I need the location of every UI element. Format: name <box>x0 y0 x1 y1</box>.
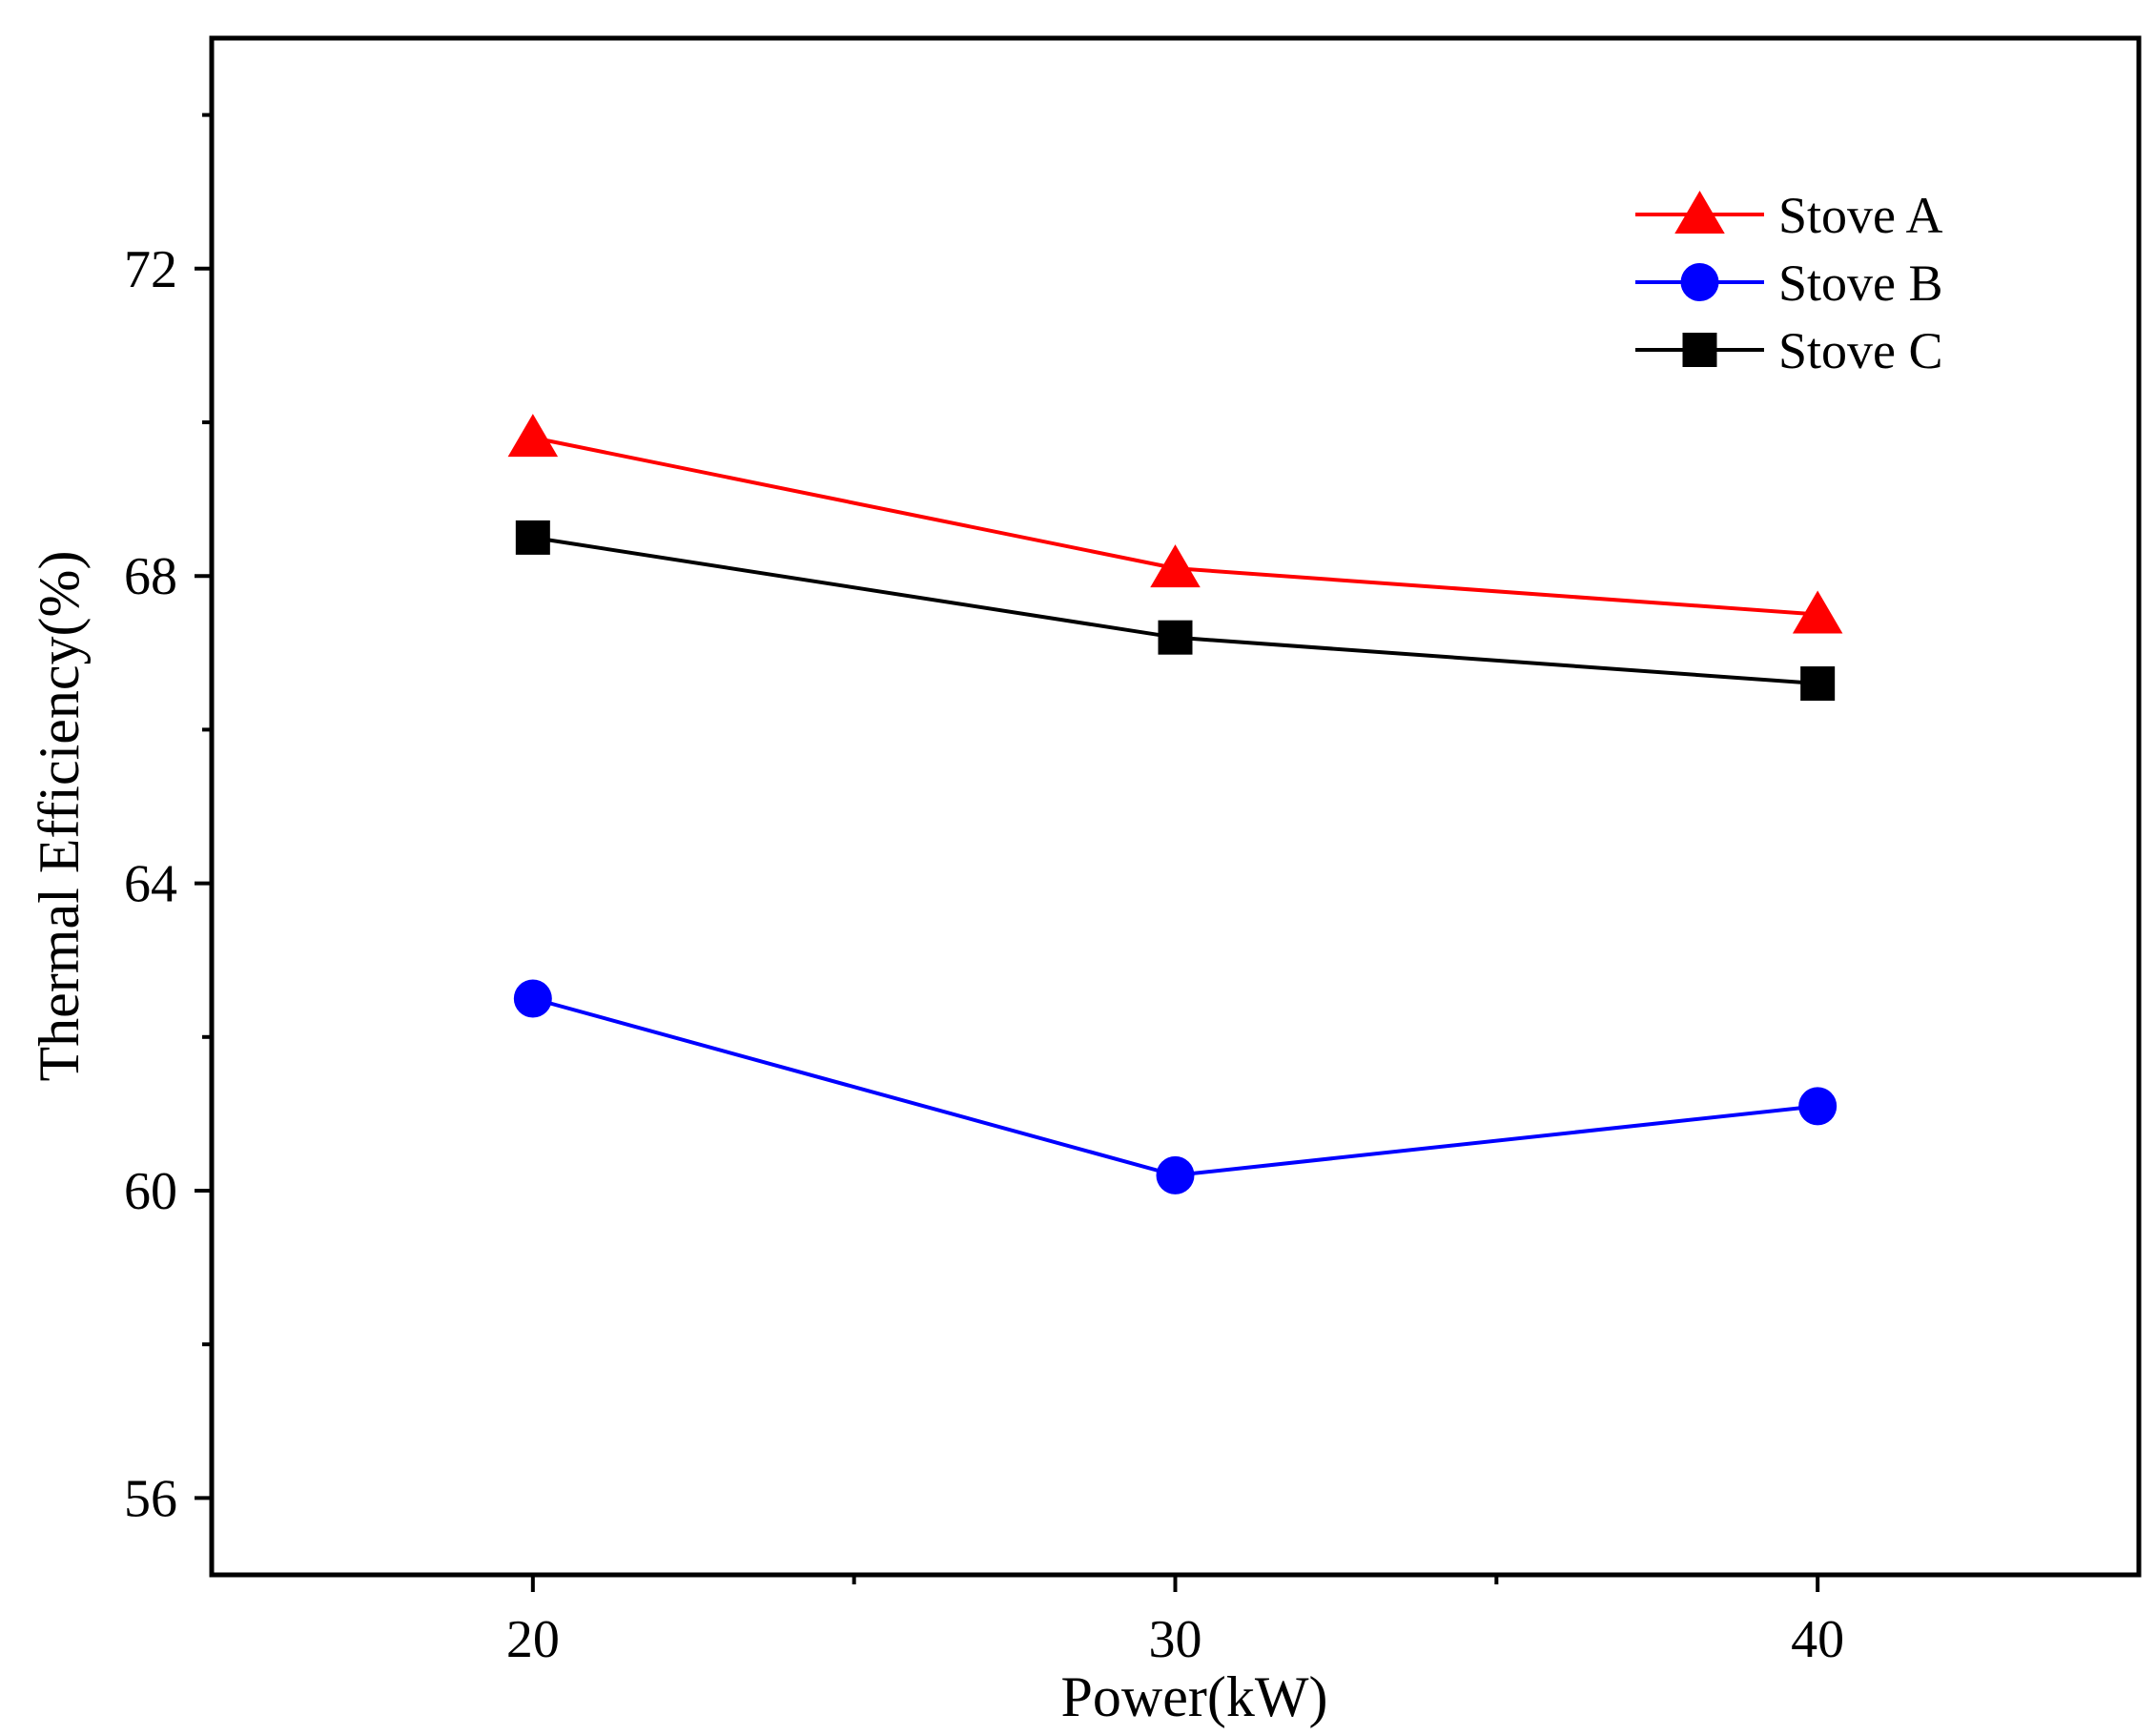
data-point <box>1156 1155 1195 1194</box>
y-tick-label: 56 <box>124 1469 177 1528</box>
x-tick-label: 20 <box>506 1610 560 1669</box>
data-point <box>1798 1087 1838 1126</box>
y-tick-label: 72 <box>124 240 177 299</box>
legend-item: Stove C <box>1635 322 1943 379</box>
data-point <box>1800 666 1836 702</box>
data-point <box>507 414 559 458</box>
y-tick-label: 68 <box>124 547 177 606</box>
tick-labels: 20 30 40 56 60 64 68 72 <box>124 240 1844 1669</box>
legend-item: Stove A <box>1635 187 1943 244</box>
legend-marker <box>1680 263 1719 301</box>
y-axis-title: Thermal Efficiency(%) <box>28 551 91 1082</box>
y-tick-label: 60 <box>124 1162 177 1221</box>
series-stove-b <box>513 979 1838 1194</box>
data-point <box>513 979 552 1018</box>
legend-label: Stove C <box>1778 322 1943 379</box>
legend: Stove A Stove B Stove C <box>1635 187 1943 379</box>
data-point <box>1792 590 1843 634</box>
legend-label: Stove B <box>1778 255 1943 312</box>
data-point <box>515 520 550 555</box>
data-point <box>1158 620 1193 655</box>
x-axis-title: Power(kW) <box>1061 1665 1328 1728</box>
series-stove-c <box>515 520 1836 702</box>
legend-marker <box>1674 191 1725 234</box>
series-stove-a <box>507 414 1843 634</box>
series-group <box>507 414 1843 1194</box>
y-tick-label: 64 <box>124 855 177 914</box>
legend-label: Stove A <box>1778 187 1943 244</box>
axis-ticks <box>195 112 1820 1592</box>
legend-item: Stove B <box>1635 255 1943 312</box>
legend-marker <box>1682 333 1717 367</box>
data-point <box>1150 544 1201 588</box>
plot-frame <box>209 35 2142 1578</box>
x-tick-label: 40 <box>1791 1610 1844 1669</box>
x-tick-label: 30 <box>1149 1610 1202 1669</box>
